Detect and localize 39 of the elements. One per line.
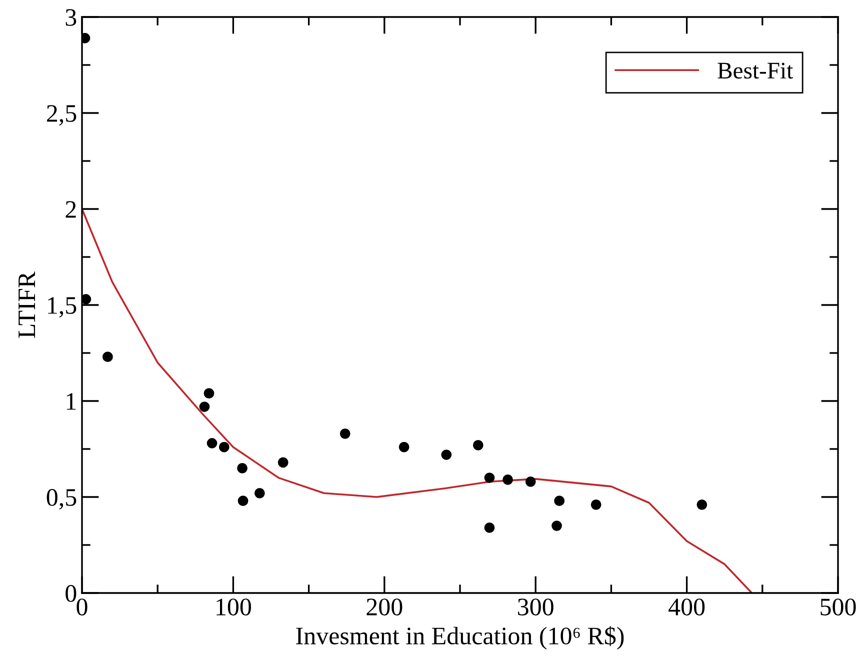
legend-label: Best-Fit (718, 62, 793, 79)
x-tick-label: 0 (76, 598, 88, 616)
y-tick-label: 0 (66, 585, 76, 602)
point (525, 476, 536, 487)
point (206, 438, 218, 448)
y-tick-label: 0,5 (46, 489, 76, 510)
y-tick-label: 2,5 (46, 105, 76, 126)
point (102, 352, 113, 362)
x-tick-label: 500 (820, 598, 856, 616)
point (82, 294, 92, 304)
point (254, 488, 265, 498)
point (502, 474, 513, 485)
y-tick-label: 1 (66, 393, 76, 410)
point (398, 442, 410, 452)
x-tick-label: 400 (668, 598, 705, 616)
point (278, 457, 288, 468)
y-tick-label: 2 (66, 201, 76, 218)
x-tick-label: 300 (518, 598, 554, 616)
y-axis-title: LTIFR (18, 271, 36, 338)
point (484, 472, 495, 483)
point (441, 450, 452, 460)
point (552, 520, 562, 531)
y-tick-label: 3 (66, 9, 76, 26)
point (340, 428, 350, 439)
point (199, 402, 210, 412)
x-tick-label: 100 (216, 598, 251, 616)
point (590, 499, 602, 510)
x-axis-title: Invesment in Education (10⁶ R$) (296, 626, 624, 650)
line-series (82, 208, 753, 593)
point (237, 463, 248, 474)
point (204, 388, 214, 399)
point (554, 496, 565, 506)
y-tick-label: 1,5 (48, 297, 76, 318)
point (696, 499, 708, 510)
point (238, 496, 248, 506)
point (472, 440, 484, 450)
point (218, 442, 230, 452)
x-tick-label: 200 (366, 598, 402, 616)
point (484, 522, 495, 533)
